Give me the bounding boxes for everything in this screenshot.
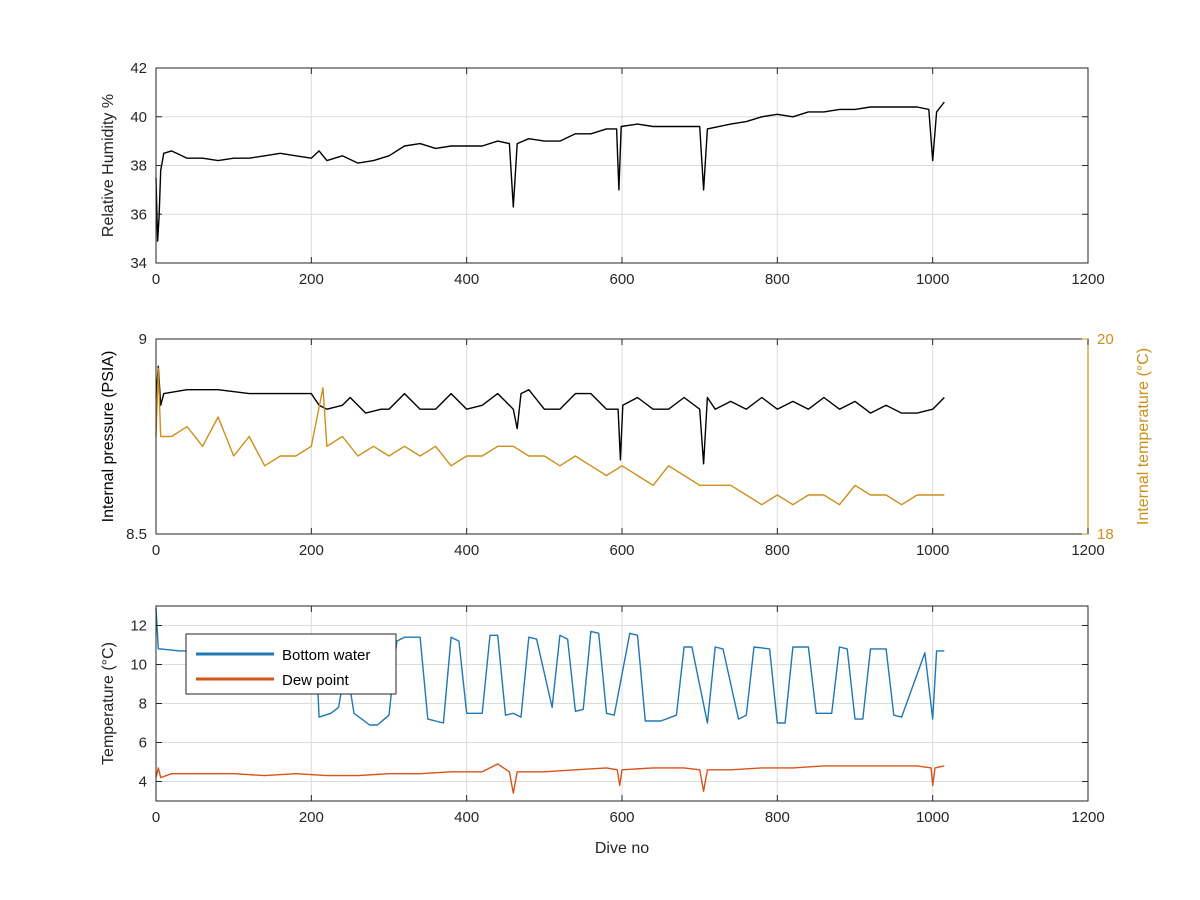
y-tick-label: 12 [130, 618, 147, 635]
x-axis-label: Dive no [595, 840, 649, 857]
x-tick-label: 200 [299, 809, 324, 826]
y-tick-label: 38 [130, 158, 147, 175]
legend-label: Dew point [282, 672, 350, 689]
x-tick-label: 600 [609, 809, 634, 826]
x-tick-label: 0 [152, 809, 160, 826]
legend: Bottom water Dew point [185, 633, 397, 695]
y2-axis-label: Internal temperature (°C) [1135, 348, 1152, 525]
x-tick-label: 600 [609, 542, 634, 559]
legend-label: Bottom water [282, 647, 370, 664]
y-axis-label: Relative Humidity % [100, 94, 117, 237]
x-tick-label: 1200 [1071, 271, 1104, 288]
x-tick-label: 1000 [916, 271, 949, 288]
x-tick-label: 0 [152, 542, 160, 559]
y2-tick-label: 18 [1097, 526, 1114, 543]
x-tick-label: 800 [765, 809, 790, 826]
y-tick-label: 36 [130, 206, 147, 223]
x-tick-label: 1200 [1071, 542, 1104, 559]
panel-3: 0 200 400 600 800 1000 1200 4 6 8 10 12 Temperature … [100, 605, 1105, 857]
y-tick-label: 34 [130, 255, 147, 272]
x-tick-label: 1000 [916, 542, 949, 559]
x-tick-label: 800 [765, 542, 790, 559]
y-tick-label: 42 [130, 60, 147, 77]
y2-tick-label: 20 [1097, 331, 1114, 348]
x-tick-label: 200 [299, 542, 324, 559]
y-tick-label: 6 [139, 735, 147, 752]
x-tick-label: 600 [609, 271, 634, 288]
series-line-1 [155, 101, 945, 242]
x-tick-label: 800 [765, 271, 790, 288]
series-line-1 [155, 365, 945, 465]
y-tick-label: 8 [139, 696, 147, 713]
y-tick-label: 4 [139, 774, 147, 791]
x-tick-label: 1000 [916, 809, 949, 826]
x-tick-label: 200 [299, 271, 324, 288]
x-tick-label: 400 [454, 809, 479, 826]
panel-1: 0 200 400 600 800 1000 1200 34 36 38 40 42 Relative … [100, 60, 1105, 288]
x-tick-label: 0 [152, 271, 160, 288]
y-tick-label: 40 [130, 109, 147, 126]
legend-box [185, 633, 397, 695]
x-tick-label: 400 [454, 271, 479, 288]
x-tick-label: 1200 [1071, 809, 1104, 826]
series-line-dew-point [155, 763, 945, 794]
x-tick-label: 400 [454, 542, 479, 559]
y-axis-label: Temperature (°C) [100, 642, 117, 765]
y-tick-label: 10 [130, 657, 147, 674]
panel-2: 0 200 400 600 800 1000 1200 8.5 9 18 20 Internal pr… [100, 331, 1152, 559]
y-tick-label: 8.5 [126, 526, 147, 543]
y-tick-label: 9 [139, 331, 147, 348]
series-line-2 [155, 367, 945, 506]
y-axis-label: Internal pressure (PSIA) [100, 351, 117, 523]
